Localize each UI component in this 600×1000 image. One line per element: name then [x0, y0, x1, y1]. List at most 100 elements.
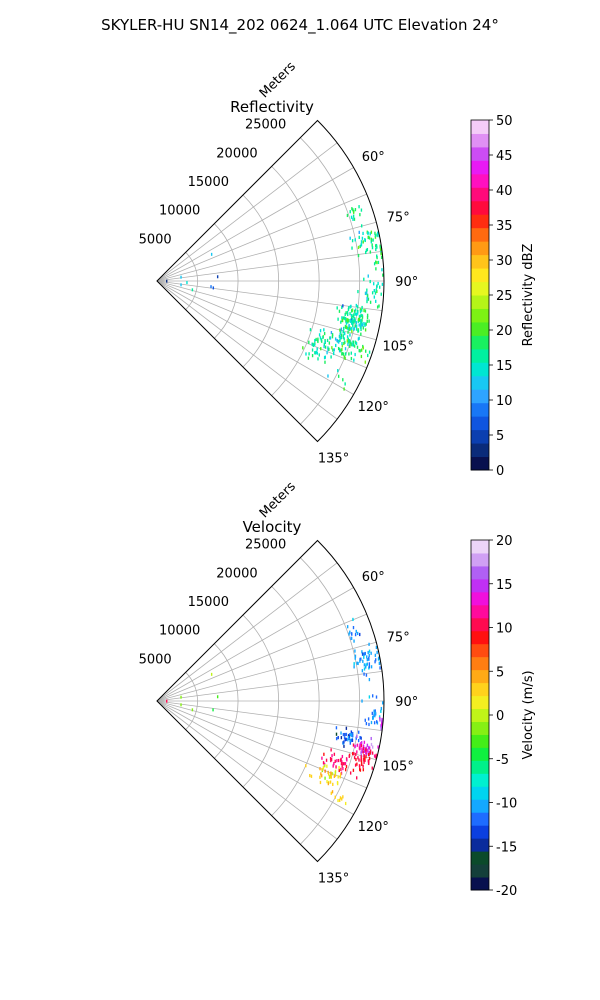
data-point — [314, 351, 316, 355]
data-point — [366, 743, 369, 747]
colorbar-segment — [471, 133, 489, 148]
data-point — [343, 337, 345, 341]
data-point — [210, 672, 213, 676]
colorbar-segment — [471, 214, 489, 229]
data-point — [372, 282, 375, 286]
data-point — [360, 354, 363, 359]
data-point — [341, 344, 344, 348]
colorbar-segment — [471, 695, 489, 710]
data-point — [369, 300, 372, 304]
data-point — [337, 374, 340, 378]
colorbar-segment — [471, 173, 489, 188]
data-point — [338, 768, 340, 773]
data-point — [320, 347, 322, 351]
data-point — [368, 756, 371, 761]
theta-tick-label: 105° — [383, 340, 414, 355]
data-point — [363, 277, 365, 281]
data-point — [359, 349, 361, 353]
data-point — [345, 325, 348, 329]
data-point — [316, 347, 318, 351]
colorbar-tick-label: 0 — [496, 709, 504, 724]
colorbar-segment — [471, 160, 489, 175]
theta-tick-label: 60° — [362, 570, 385, 585]
colorbar-segment — [471, 799, 489, 813]
data-point — [364, 291, 367, 295]
colorbar-segment — [471, 656, 489, 671]
data-point — [337, 346, 340, 351]
data-point — [360, 741, 363, 745]
data-point — [359, 735, 361, 740]
data-point — [353, 662, 355, 666]
colorbar-segment — [471, 708, 489, 722]
data-point — [342, 762, 344, 766]
polar-chart-velocity: Velocity 5000 10000 15000 20000 25000 Meters 60… — [139, 479, 536, 899]
data-point — [334, 795, 336, 799]
data-point — [351, 318, 354, 322]
data-point — [330, 791, 333, 795]
data-point — [315, 350, 318, 354]
data-point — [341, 341, 343, 346]
colorbar-segment — [471, 669, 489, 684]
theta-tick-label: 135° — [318, 452, 349, 467]
data-point — [366, 299, 368, 304]
data-point — [368, 642, 370, 646]
data-point — [346, 339, 349, 343]
data-point — [344, 382, 346, 386]
theta-gridline — [156, 700, 354, 815]
data-point — [354, 340, 357, 344]
data-point — [367, 761, 370, 765]
data-point — [351, 315, 353, 320]
data-point — [371, 711, 374, 715]
data-point — [368, 746, 371, 750]
colorbar-tick-label: 25 — [496, 289, 513, 304]
data-point — [378, 656, 380, 660]
data-point — [375, 753, 377, 757]
data-point — [327, 770, 329, 775]
data-point — [373, 709, 375, 713]
data-point — [357, 245, 360, 250]
data-point — [340, 772, 342, 776]
colorbar-tick-label: 50 — [496, 114, 513, 129]
colorbar-segment — [471, 268, 489, 283]
chart-title: Velocity — [243, 518, 302, 536]
theta-gridline — [156, 613, 367, 702]
data-point — [359, 244, 361, 249]
data-point — [348, 352, 350, 356]
r-tick-label: 5000 — [139, 232, 172, 247]
data-point — [359, 213, 361, 217]
colorbar-segment — [471, 402, 489, 417]
data-point — [340, 336, 342, 340]
data-point — [381, 282, 384, 286]
data-point — [374, 233, 377, 238]
data-point — [347, 318, 349, 322]
data-point — [324, 345, 327, 349]
colorbar-segment — [471, 254, 489, 269]
data-point — [337, 736, 339, 740]
data-point — [319, 775, 321, 779]
data-point — [381, 268, 383, 272]
theta-gridline — [156, 700, 383, 732]
colorbar-segment — [471, 682, 489, 697]
data-point — [380, 292, 382, 296]
data-point — [327, 772, 330, 776]
data-point — [342, 334, 345, 338]
data-marks — [166, 617, 384, 806]
data-point — [375, 288, 377, 292]
data-point — [380, 727, 382, 731]
data-point — [368, 662, 371, 666]
colorbar-segment — [471, 200, 489, 215]
data-point — [340, 349, 342, 353]
data-point — [374, 235, 377, 239]
data-point — [349, 210, 351, 214]
r-axis-label: Meters — [257, 59, 299, 101]
data-point — [311, 354, 314, 358]
data-point — [352, 214, 355, 218]
data-point — [358, 730, 360, 734]
data-point — [361, 315, 364, 319]
data-point — [378, 285, 381, 289]
data-point — [334, 773, 337, 777]
data-point — [349, 319, 352, 323]
data-point — [368, 653, 370, 657]
data-point — [328, 347, 330, 351]
data-point — [356, 750, 358, 754]
